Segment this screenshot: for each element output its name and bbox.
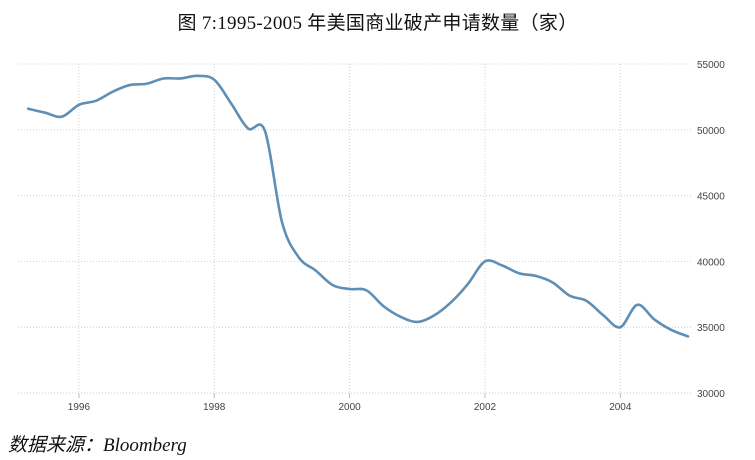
y-axis: 30000 35000 40000 45000 50000 55000 xyxy=(697,60,725,400)
data-point xyxy=(535,275,537,277)
data-point xyxy=(382,305,384,307)
data-point xyxy=(162,77,164,79)
data-point xyxy=(551,281,553,283)
y-tick-label: 50000 xyxy=(697,126,725,137)
data-point xyxy=(399,315,401,317)
data-point xyxy=(128,84,130,86)
data-point xyxy=(27,108,29,110)
x-tick-label: 1996 xyxy=(68,402,91,413)
data-point xyxy=(670,329,672,331)
data-point xyxy=(568,294,570,296)
y-tick-label: 30000 xyxy=(697,389,725,400)
y-tick-label: 55000 xyxy=(697,60,725,71)
chart-title: 图 7:1995-2005 年美国商业破产申请数量（家） xyxy=(177,13,578,34)
x-tick-label: 2000 xyxy=(338,402,361,413)
x-tick-label: 2004 xyxy=(609,402,632,413)
plot-area xyxy=(26,74,690,338)
x-tick-label: 1998 xyxy=(203,402,226,413)
data-point xyxy=(433,314,435,316)
data-point xyxy=(247,127,249,129)
data-point xyxy=(332,284,334,286)
data-point xyxy=(44,111,46,113)
data-point xyxy=(298,256,300,258)
y-tick-label: 35000 xyxy=(697,323,725,334)
y-tick-label: 40000 xyxy=(697,257,725,268)
data-point xyxy=(230,102,232,104)
data-point xyxy=(95,100,97,102)
grid-lines xyxy=(18,63,692,394)
data-point xyxy=(416,321,418,323)
x-tick-label: 2002 xyxy=(474,402,497,413)
source-note: 数据来源：Bloomberg xyxy=(8,435,187,456)
data-point xyxy=(585,300,587,302)
data-point xyxy=(602,314,604,316)
data-point xyxy=(518,272,520,274)
data-point xyxy=(112,90,114,92)
data-point xyxy=(501,264,503,266)
data-point xyxy=(348,288,350,290)
data-point xyxy=(653,318,655,320)
data-point xyxy=(196,75,198,77)
data-point xyxy=(145,83,147,85)
data-point xyxy=(78,104,80,106)
y-tick-label: 45000 xyxy=(697,192,725,203)
x-axis: 1996 1998 2000 2002 2004 xyxy=(68,393,632,413)
data-point xyxy=(213,79,215,81)
data-point xyxy=(281,221,283,223)
data-point xyxy=(636,304,638,306)
data-point xyxy=(467,283,469,285)
data-point xyxy=(315,269,317,271)
data-point xyxy=(687,335,689,337)
series-line xyxy=(26,74,690,338)
data-point xyxy=(619,326,621,328)
data-point xyxy=(264,130,266,132)
data-point xyxy=(484,260,486,262)
data-point xyxy=(61,115,63,117)
data-point xyxy=(365,289,367,291)
data-point xyxy=(450,301,452,303)
data-point xyxy=(179,77,181,79)
